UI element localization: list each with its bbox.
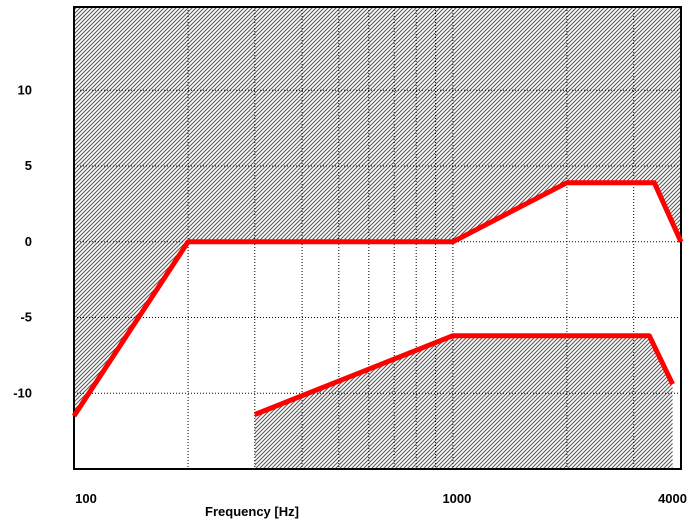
x-tick-label: 1000 (442, 491, 471, 506)
series-line-1 (71, 180, 684, 418)
x-tick-label: 100 (75, 491, 97, 506)
hatch-lower (254, 335, 673, 469)
y-tick-label: 5 (25, 158, 32, 173)
x-tick-label: 4000 (658, 491, 687, 506)
series-line-2 (253, 333, 675, 417)
y-tick-label: -10 (13, 385, 32, 400)
hatch-upper (74, 7, 681, 416)
y-tick-label: -5 (20, 310, 32, 325)
x-axis-title: Frequency [Hz] (205, 504, 299, 519)
y-tick-label: 10 (18, 82, 32, 97)
hatched-region (74, 7, 681, 469)
series-layer (71, 180, 684, 418)
y-tick-labels: 10 5 0 -5 -10 (13, 82, 32, 400)
x-tick-labels: 100 1000 4000 (75, 491, 687, 506)
y-tick-label: 0 (25, 234, 32, 249)
